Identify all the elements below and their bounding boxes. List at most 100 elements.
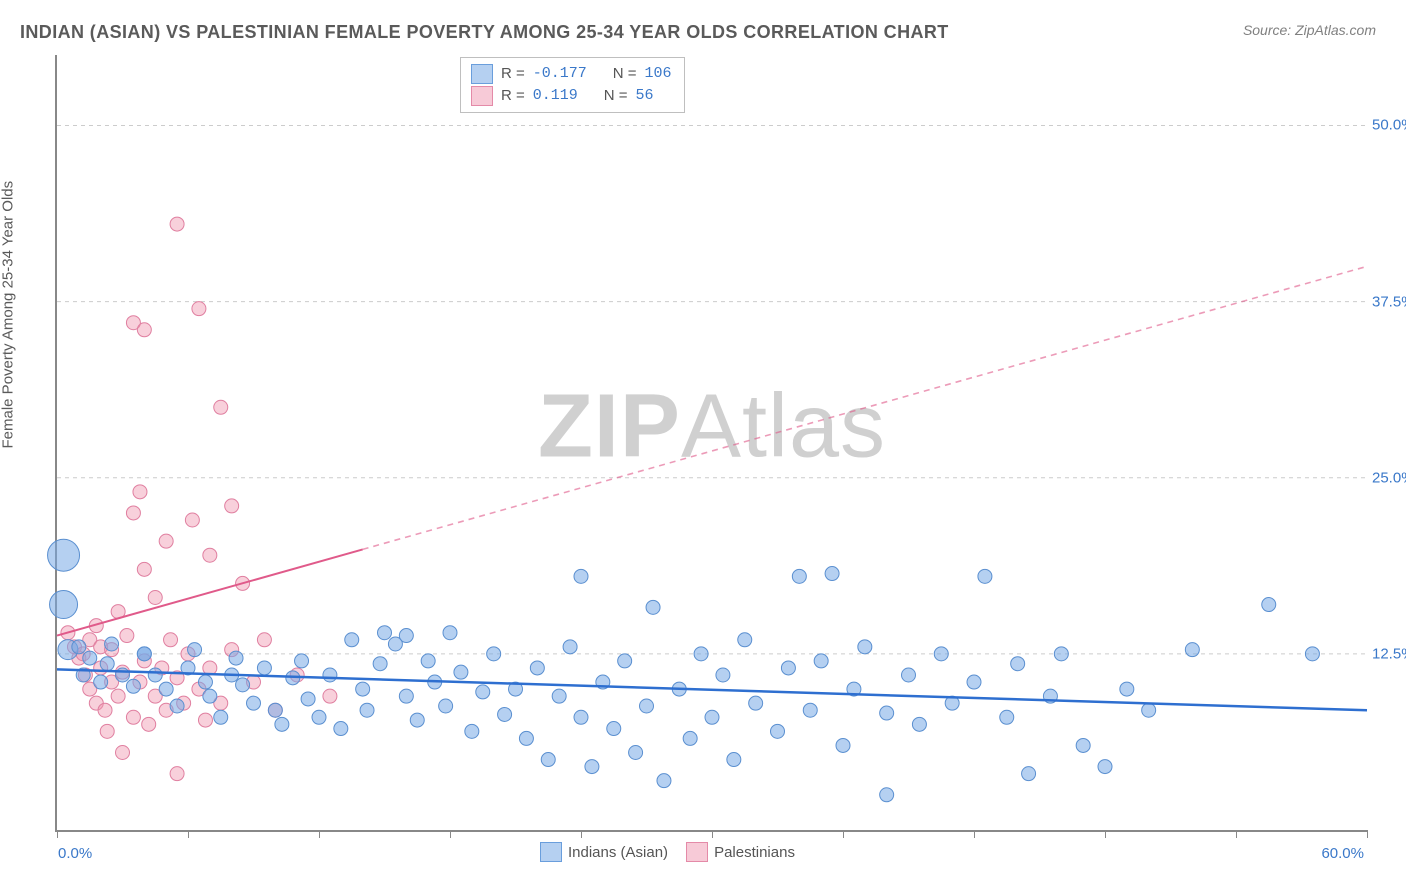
data-point — [657, 774, 671, 788]
data-point — [170, 767, 184, 781]
data-point — [574, 710, 588, 724]
data-point — [185, 513, 199, 527]
data-point — [378, 626, 392, 640]
data-point — [487, 647, 501, 661]
data-point — [683, 731, 697, 745]
data-point — [1305, 647, 1319, 661]
legend-stats-row-blue: R = -0.177 N = 106 — [471, 63, 672, 85]
data-point — [640, 699, 654, 713]
data-point — [803, 703, 817, 717]
n-label: N = — [613, 63, 637, 85]
data-point — [880, 788, 894, 802]
data-point — [439, 699, 453, 713]
data-point — [247, 696, 261, 710]
data-point — [116, 746, 130, 760]
swatch-pink-icon — [686, 842, 708, 862]
n-value: 56 — [636, 85, 654, 107]
data-point — [858, 640, 872, 654]
chart-title: INDIAN (ASIAN) VS PALESTINIAN FEMALE POV… — [20, 22, 949, 43]
data-point — [749, 696, 763, 710]
r-label: R = — [501, 85, 525, 107]
n-value: 106 — [645, 63, 672, 85]
data-point — [934, 647, 948, 661]
data-point — [530, 661, 544, 675]
data-point — [836, 738, 850, 752]
data-point — [170, 217, 184, 231]
r-value: -0.177 — [533, 63, 587, 85]
data-point — [373, 657, 387, 671]
data-point — [192, 302, 206, 316]
data-point — [978, 569, 992, 583]
x-tick — [188, 830, 189, 838]
data-point — [880, 706, 894, 720]
data-point — [198, 675, 212, 689]
data-point — [727, 753, 741, 767]
x-tick — [581, 830, 582, 838]
data-point — [301, 692, 315, 706]
data-point — [126, 710, 140, 724]
data-point — [618, 654, 632, 668]
data-point — [142, 717, 156, 731]
data-point — [100, 724, 114, 738]
data-point — [257, 633, 271, 647]
data-point — [1000, 710, 1014, 724]
data-point — [781, 661, 795, 675]
data-point — [133, 485, 147, 499]
data-point — [214, 710, 228, 724]
data-point — [137, 323, 151, 337]
data-point — [629, 746, 643, 760]
x-tick — [712, 830, 713, 838]
data-point — [295, 654, 309, 668]
x-tick — [57, 830, 58, 838]
data-point — [159, 682, 173, 696]
legend-label: Palestinians — [714, 844, 795, 861]
data-point — [814, 654, 828, 668]
x-tick — [974, 830, 975, 838]
data-point — [421, 654, 435, 668]
swatch-blue-icon — [540, 842, 562, 862]
x-tick — [450, 830, 451, 838]
data-point — [100, 657, 114, 671]
data-point — [159, 534, 173, 548]
legend-stats-row-pink: R = 0.119 N = 56 — [471, 85, 672, 107]
chart-svg — [57, 55, 1367, 830]
data-point — [225, 499, 239, 513]
x-tick — [843, 830, 844, 838]
data-point — [72, 640, 86, 654]
data-point — [214, 400, 228, 414]
data-point — [98, 703, 112, 717]
x-tick — [1236, 830, 1237, 838]
data-point — [126, 679, 140, 693]
data-point — [105, 637, 119, 651]
legend-item-blue: Indians (Asian) — [540, 842, 668, 862]
data-point — [771, 724, 785, 738]
legend-label: Indians (Asian) — [568, 844, 668, 861]
source-label: Source: ZipAtlas.com — [1243, 22, 1376, 38]
data-point — [519, 731, 533, 745]
data-point — [1098, 760, 1112, 774]
legend-item-pink: Palestinians — [686, 842, 795, 862]
data-point — [203, 548, 217, 562]
data-point — [268, 703, 282, 717]
swatch-pink-icon — [471, 86, 493, 106]
data-point — [148, 591, 162, 605]
y-tick-label: 12.5% — [1372, 645, 1406, 662]
swatch-blue-icon — [471, 64, 493, 84]
data-point — [203, 689, 217, 703]
data-point — [694, 647, 708, 661]
data-point — [164, 633, 178, 647]
x-axis-max: 60.0% — [1321, 845, 1364, 862]
data-point — [1262, 598, 1276, 612]
data-point — [574, 569, 588, 583]
data-point — [111, 689, 125, 703]
data-point — [552, 689, 566, 703]
data-point — [705, 710, 719, 724]
data-point — [825, 567, 839, 581]
data-point — [1011, 657, 1025, 671]
data-point — [912, 717, 926, 731]
data-point — [137, 562, 151, 576]
data-point — [126, 506, 140, 520]
data-point — [345, 633, 359, 647]
data-point — [792, 569, 806, 583]
data-point — [323, 668, 337, 682]
